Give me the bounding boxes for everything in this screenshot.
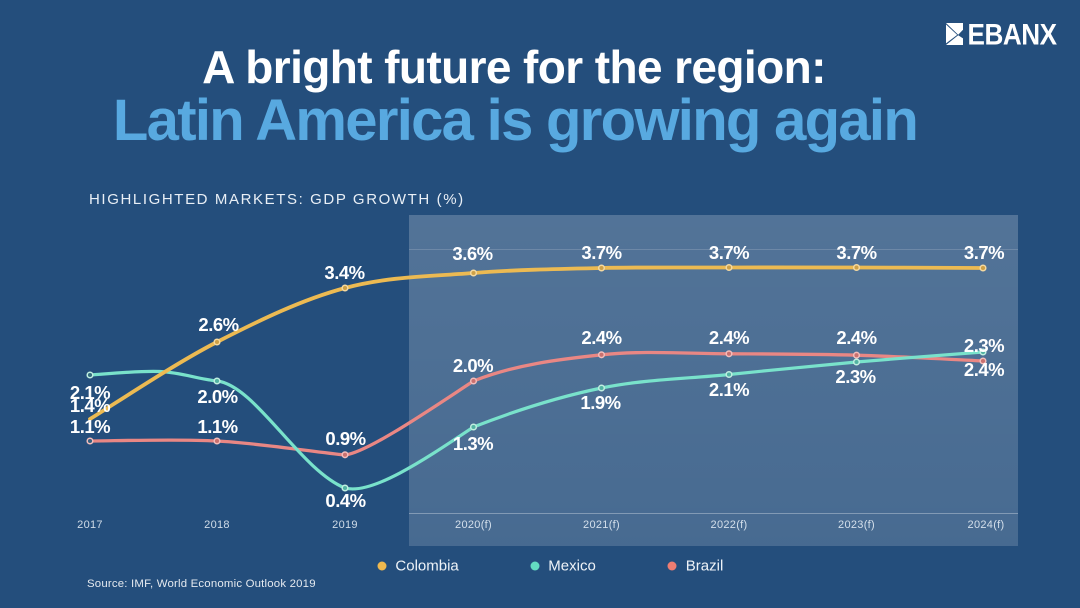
- svg-text:EBANX: EBANX: [968, 23, 1058, 46]
